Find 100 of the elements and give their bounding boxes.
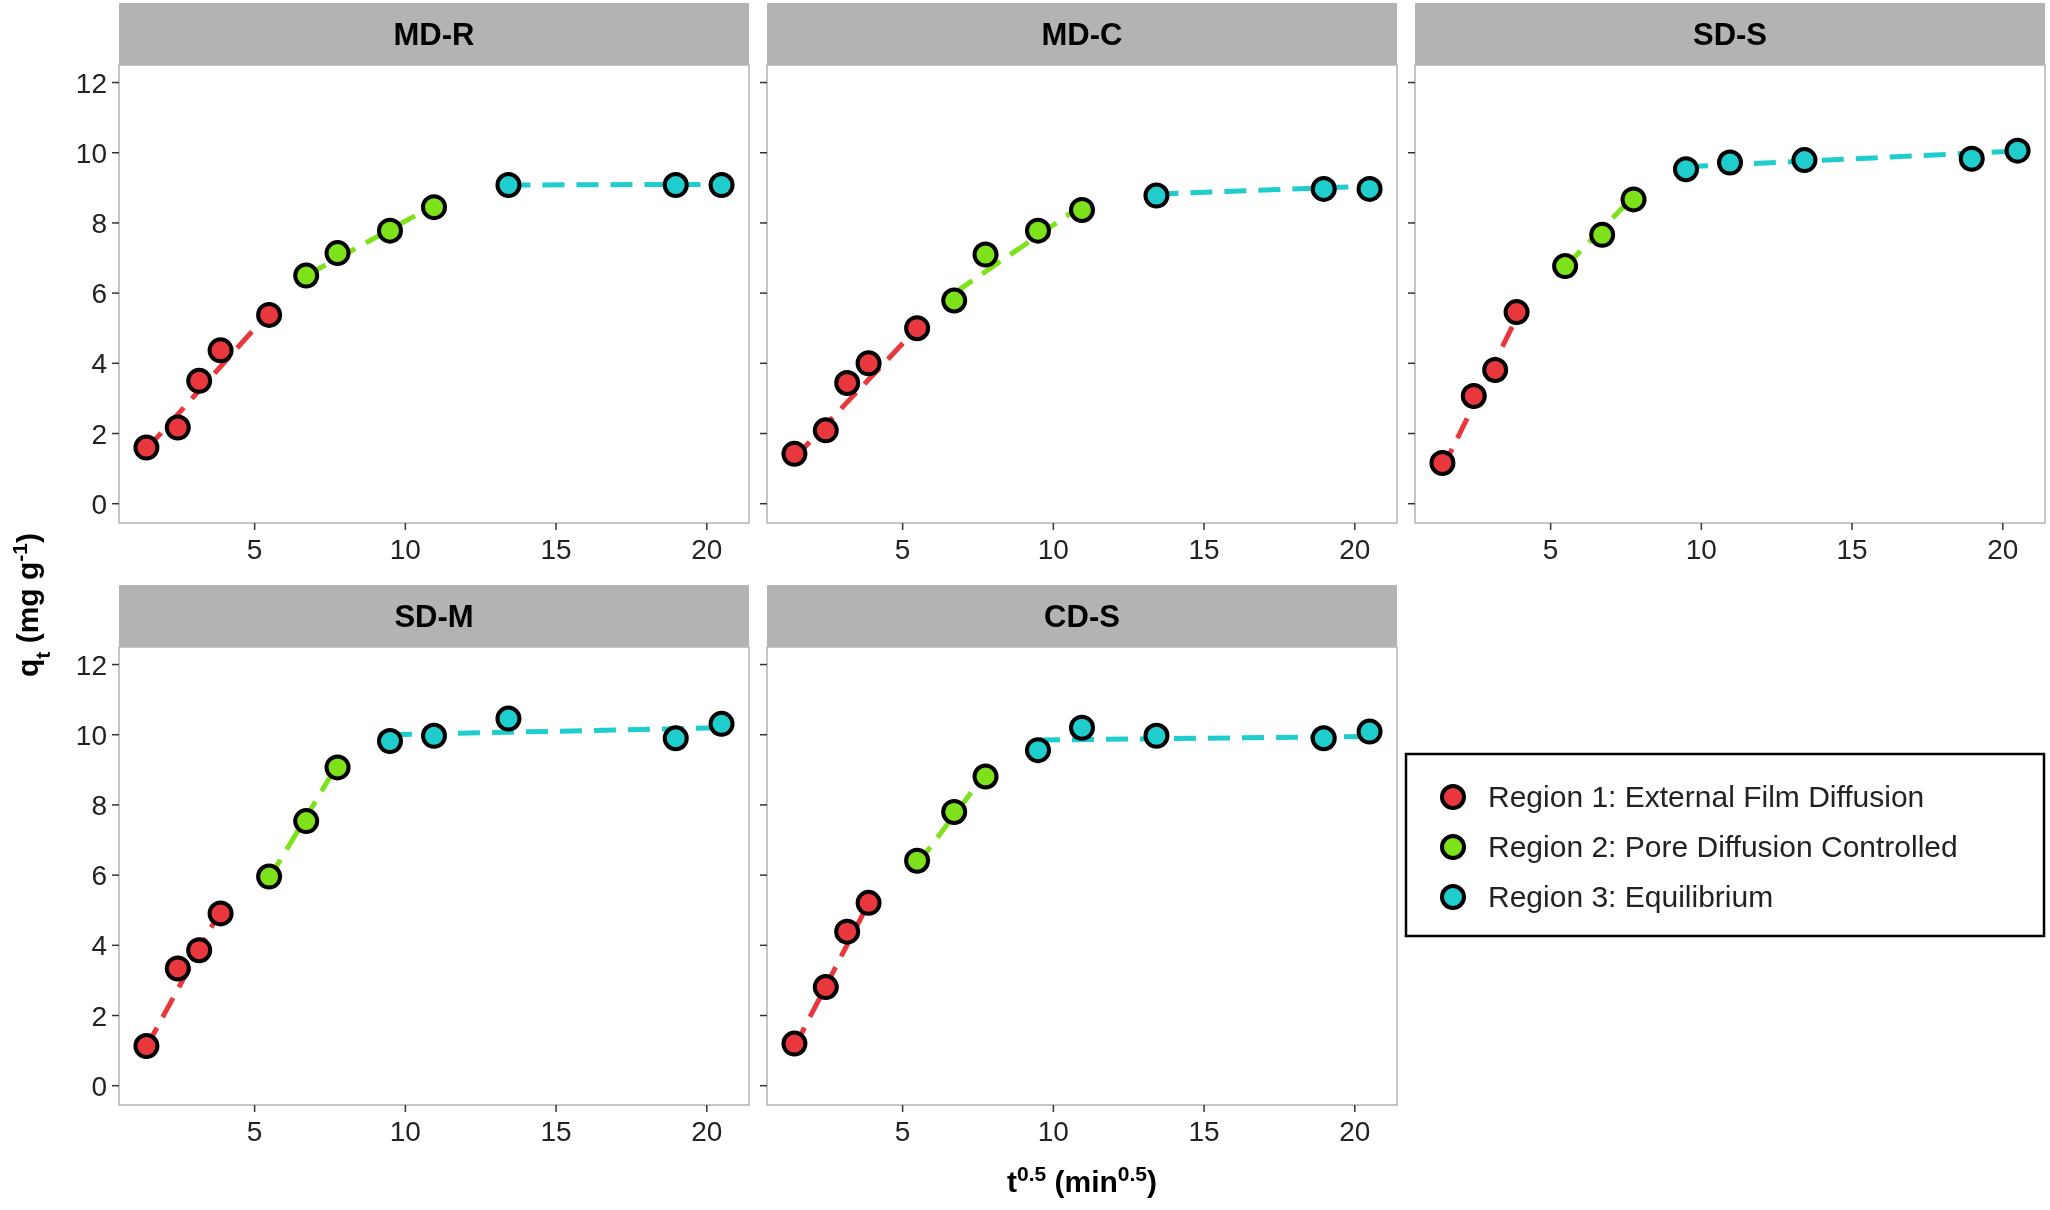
x-tick-label: 15 — [540, 1116, 572, 1147]
point — [1310, 725, 1337, 752]
point — [834, 369, 861, 396]
x-tick-label: 5 — [894, 1116, 911, 1147]
point — [708, 710, 735, 737]
point — [324, 754, 351, 781]
point — [1482, 356, 1509, 383]
point — [1460, 382, 1487, 409]
y-tick-label: 4 — [91, 348, 107, 380]
chart-title: SD-M — [394, 599, 474, 634]
point — [133, 434, 160, 461]
point — [376, 728, 403, 755]
y-tick-label: 12 — [75, 67, 107, 99]
point — [1429, 449, 1456, 476]
point — [972, 241, 999, 268]
point — [941, 287, 968, 314]
y-tick-label: 12 — [75, 649, 107, 681]
point — [834, 918, 861, 945]
point — [1958, 145, 1985, 172]
point — [1024, 217, 1051, 244]
point — [376, 217, 403, 244]
point — [1143, 722, 1170, 749]
point — [1356, 718, 1383, 745]
x-axis-title: t$^{0.5}$ (min$^{0.5}$) — [1006, 1161, 1158, 1198]
point — [164, 955, 191, 982]
chart-title: CD-S — [1044, 599, 1120, 634]
x-tick-label: 10 — [1037, 1116, 1069, 1147]
point — [186, 367, 213, 394]
y-tick-label: 6 — [91, 860, 107, 892]
point — [1024, 737, 1051, 764]
x-tick-label: 20 — [1339, 534, 1371, 565]
x-tick-label: 5 — [894, 534, 911, 565]
point — [186, 937, 213, 964]
point — [256, 863, 283, 890]
point — [421, 194, 447, 221]
x-tick-label: 20 — [691, 1116, 723, 1147]
point — [1552, 253, 1579, 280]
point — [293, 808, 320, 835]
chart-title: SD-S — [1692, 17, 1768, 52]
point — [1069, 196, 1095, 223]
x-tick-label: 15 — [540, 534, 572, 565]
point — [2004, 137, 2031, 164]
y-tick-label: 2 — [91, 418, 107, 450]
point — [708, 172, 735, 199]
x-tick-label: 5 — [246, 534, 263, 565]
point — [812, 974, 839, 1001]
point — [1503, 299, 1530, 326]
point — [1356, 175, 1383, 202]
point — [904, 315, 931, 342]
x-tick-label: 10 — [389, 1116, 421, 1147]
x-tick-label: 10 — [1037, 534, 1069, 565]
point — [781, 1030, 808, 1057]
point — [662, 725, 689, 752]
point — [972, 763, 999, 790]
point — [207, 900, 234, 927]
point — [941, 798, 968, 825]
x-tick-label: 20 — [1339, 1116, 1371, 1147]
point — [324, 240, 351, 267]
point — [293, 262, 320, 289]
point — [812, 417, 839, 444]
x-tick-label: 10 — [1685, 534, 1717, 565]
point — [133, 1033, 160, 1060]
x-tick-label: 15 — [1188, 534, 1220, 565]
point — [495, 705, 522, 732]
point — [421, 722, 447, 749]
y-tick-label: 4 — [91, 930, 107, 962]
point — [904, 847, 931, 874]
x-tick-label: 5 — [1542, 534, 1559, 565]
chart-title: MD-C — [1041, 17, 1123, 52]
point — [855, 350, 882, 377]
point — [781, 440, 808, 467]
x-tick-label: 5 — [246, 1116, 263, 1147]
point — [662, 172, 689, 199]
point — [207, 337, 234, 364]
y-tick-label: 2 — [91, 1000, 107, 1032]
y-tick-label: 8 — [91, 207, 107, 239]
point — [256, 301, 283, 328]
point — [495, 172, 522, 199]
point — [164, 414, 191, 441]
y-tick-label: 6 — [91, 278, 107, 310]
point — [1620, 186, 1647, 213]
point — [1589, 221, 1616, 248]
x-tick-label: 20 — [691, 534, 723, 565]
point — [855, 889, 882, 916]
y-tick-label: 0 — [91, 488, 107, 520]
y-tick-label: 10 — [75, 137, 107, 169]
x-tick-label: 15 — [1188, 1116, 1220, 1147]
point — [1717, 149, 1743, 176]
y-tick-label: 8 — [91, 789, 107, 821]
legend-label: Region 3: Equilibrium — [1488, 880, 1774, 913]
legend-label: Region 1: External Film Diffusion — [1488, 780, 1925, 813]
legend-label: Region 2: Pore Diffusion Controlled — [1488, 830, 1958, 863]
x-tick-label: 20 — [1987, 534, 2019, 565]
point — [1069, 714, 1095, 741]
chart-title: MD-R — [393, 17, 475, 52]
point — [1143, 182, 1170, 209]
point — [1791, 147, 1818, 174]
point — [1310, 175, 1337, 202]
y-tick-label: 0 — [91, 1070, 107, 1102]
y-tick-label: 10 — [75, 719, 107, 751]
